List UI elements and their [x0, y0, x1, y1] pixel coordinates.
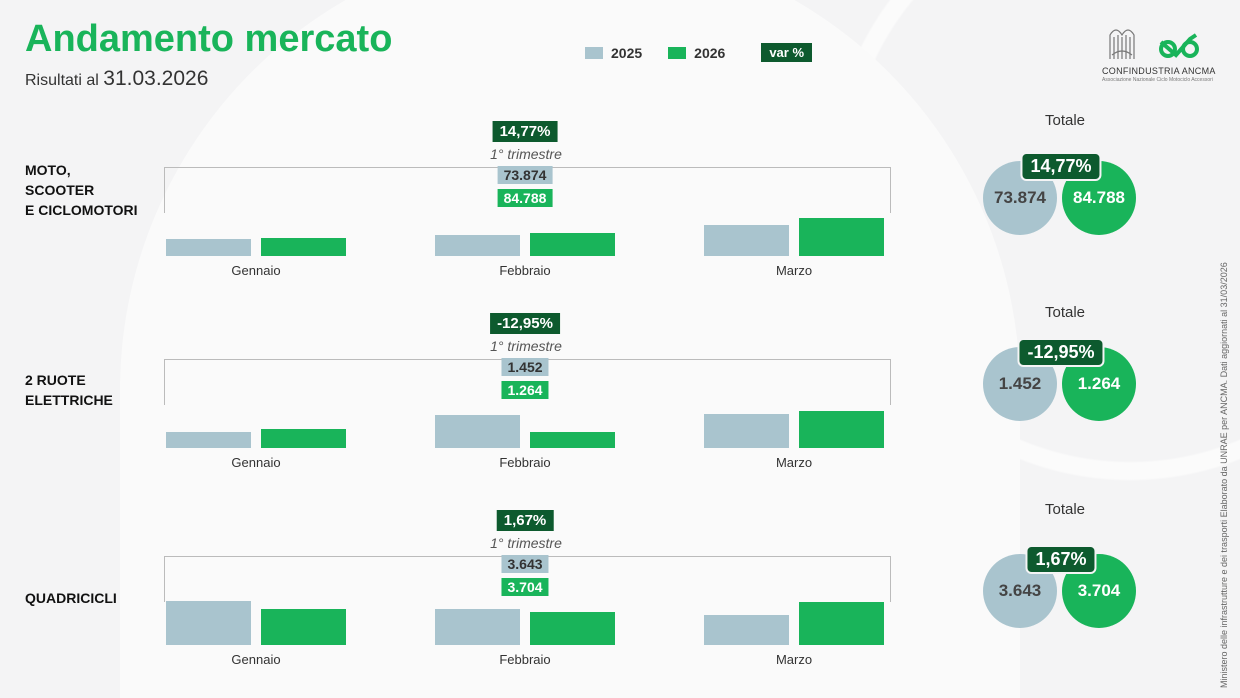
bar-2026-febbraio [530, 232, 615, 256]
quarter-total-2026: 3.704 [501, 578, 549, 596]
bar-2025-gennaio [166, 239, 251, 256]
subtitle-date: 31.03.2026 [103, 67, 209, 90]
quarter-var-badge: 1,67% [496, 510, 554, 531]
section-label: 2 RUOTE [25, 372, 86, 388]
month-label: Gennaio [231, 263, 281, 278]
bar-2025-febbraio [435, 415, 520, 448]
month-label: Gennaio [231, 652, 281, 667]
bar-2026-febbraio [530, 612, 615, 645]
quarter-total-2025: 1.452 [501, 358, 549, 376]
period-label: 1° trimestre [490, 338, 562, 354]
quarter-total-2026: 84.788 [497, 189, 553, 207]
section-label: ELETTRICHE [25, 392, 113, 408]
section-label: SCOOTER [25, 182, 95, 198]
bar-2026-marzo [799, 411, 884, 448]
legend: 2025 2026 var % [585, 43, 813, 62]
legend-swatch-2025 [585, 46, 603, 59]
page-subtitle: Risultati al 31.03.2026 [25, 67, 208, 91]
month-label: Febbraio [499, 263, 551, 278]
total-label: Totale [1044, 112, 1086, 129]
total-label: Totale [1044, 501, 1086, 518]
logo-icon [1109, 29, 1199, 59]
bar-2026-gennaio [261, 238, 346, 256]
quarter-total-2026: 1.264 [501, 381, 549, 399]
bar-2026-gennaio [261, 609, 346, 645]
quarter-var-badge: 14,77% [492, 121, 558, 142]
month-label: Marzo [775, 455, 813, 470]
period-label: 1° trimestre [490, 146, 562, 162]
logo-subtext: Associazione Nazionale Ciclo Motociclo A… [1102, 77, 1213, 83]
bar-2025-marzo [704, 414, 789, 448]
section-label: MOTO, [25, 162, 71, 178]
legend-var: var % [761, 43, 813, 62]
legend-swatch-2026 [668, 46, 687, 59]
subtitle-prefix: Risultati al [25, 72, 99, 89]
quarter-total-2025: 3.643 [501, 555, 549, 573]
total-var-badge: 1,67% [1025, 545, 1097, 574]
period-label: 1° trimestre [490, 535, 562, 551]
page-title: Andamento mercato [25, 18, 393, 60]
section-label: E CICLOMOTORI [25, 202, 138, 218]
quarter-total-2025: 73.874 [497, 166, 553, 184]
bar-2025-gennaio [166, 601, 251, 645]
legend-label-2026: 2026 [694, 44, 726, 61]
total-var-badge: 14,77% [1020, 152, 1102, 181]
bar-2025-marzo [704, 614, 789, 645]
bar-2025-febbraio [435, 609, 520, 645]
logo-text: CONFINDUSTRIA ANCMA [1102, 66, 1216, 76]
month-label: Febbraio [499, 652, 551, 667]
background-circle [120, 0, 1020, 698]
bar-2025-gennaio [166, 432, 251, 448]
bar-2026-marzo [799, 602, 884, 645]
legend-label-2025: 2025 [611, 44, 643, 61]
month-label: Gennaio [231, 455, 281, 470]
bar-2025-marzo [704, 225, 789, 256]
logo [1106, 25, 1206, 68]
total-var-badge: -12,95% [1017, 338, 1105, 367]
bar-2026-marzo [799, 218, 884, 256]
source-note: Ministero delle infrastrutture e dei tra… [1219, 262, 1229, 688]
quarter-var-badge: -12,95% [490, 313, 560, 334]
month-label: Marzo [775, 652, 813, 667]
bar-2026-febbraio [530, 432, 615, 448]
month-label: Marzo [775, 263, 813, 278]
bar-2025-febbraio [435, 235, 520, 256]
bar-2026-gennaio [261, 428, 346, 448]
total-label: Totale [1044, 304, 1086, 321]
section-label: QUADRICICLI [25, 590, 117, 606]
month-label: Febbraio [499, 455, 551, 470]
